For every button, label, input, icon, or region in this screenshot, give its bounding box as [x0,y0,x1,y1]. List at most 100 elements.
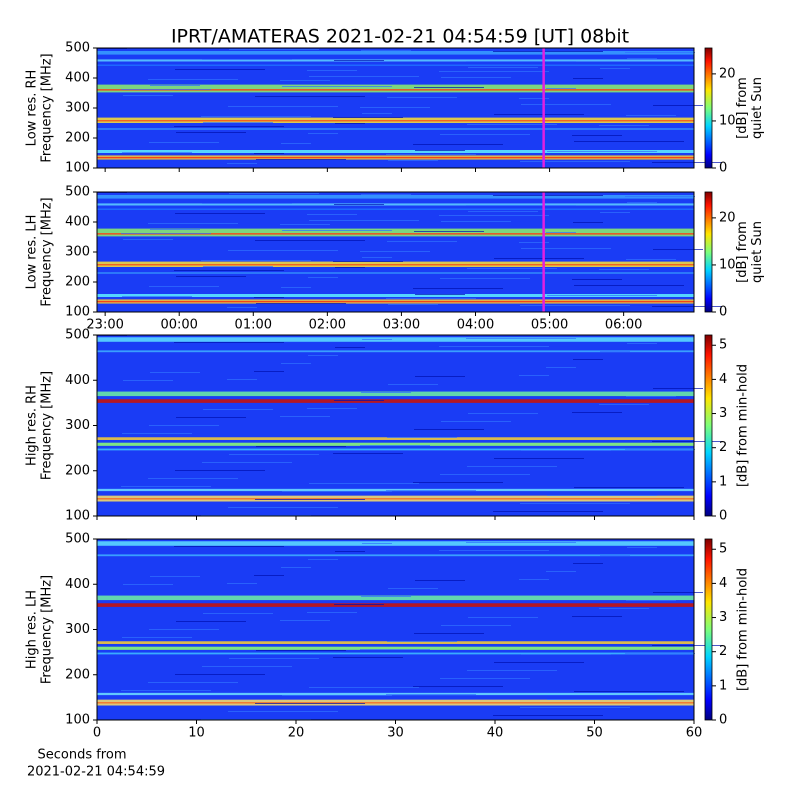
noise-speck [254,575,284,576]
noise-speck [280,224,330,225]
noise-speck [202,666,292,667]
noise-speck [653,388,703,389]
noise-speck [309,483,419,484]
noise-speck [494,662,584,663]
noise-speck [388,588,438,589]
noise-speck [333,657,403,658]
noise-speck [122,296,192,297]
noise-speck [521,104,611,105]
noise-speck [362,339,392,340]
noise-speck [307,70,357,71]
noise-speck [123,584,173,585]
noise-speck [466,61,576,62]
x-tick-label: 10 [188,726,205,741]
noise-speck [360,445,430,446]
y-tick-label: 500 [65,328,90,343]
noise-speck [466,205,576,206]
noise-speck [149,142,219,143]
noise-speck [494,458,584,459]
spectrum-band [97,391,694,397]
spectrum-band [97,337,694,342]
noise-speck [227,379,257,380]
noise-speck [414,231,484,232]
spectrum-band [97,488,694,492]
y-tick-label: 100 [65,509,90,524]
spectrum-band [97,59,694,62]
y-tick-label: 500 [65,41,90,56]
x-tick-label: 40 [487,726,504,741]
noise-speck [547,151,657,152]
spectrum-band [97,301,694,303]
spectrum-band [97,641,694,644]
noise-speck [415,580,465,581]
noise-speck [309,687,419,688]
noise-speck [387,641,457,642]
noise-speck [307,408,357,409]
noise-speck [519,375,549,376]
x-tick-label: 00:00 [160,318,197,333]
colorbar-label: [dB] from min-hold [736,364,751,487]
noise-speck [574,691,684,692]
colorbar-tick-label: 0 [719,713,727,728]
noise-speck [599,125,649,126]
spectrum-band [97,603,694,607]
noise-speck [256,446,346,447]
y-axis-label: High res. LH [25,590,40,669]
x-tick-label: 03:00 [383,318,420,333]
y-tick-label: 100 [65,305,90,320]
noise-speck [414,87,484,88]
noise-speck [467,466,557,467]
x-tick-label: 0 [93,726,101,741]
noise-speck [228,711,338,712]
spectrum-band [97,51,694,55]
noise-speck [520,707,630,708]
noise-speck [256,303,346,304]
noise-speck [333,261,403,262]
colorbar [704,191,713,313]
noise-speck [627,343,657,344]
y-tick-label: 400 [65,577,90,592]
noise-speck [201,116,311,117]
spectrum-band [97,203,694,206]
noise-speck [360,649,430,650]
noise-speck [256,650,346,651]
noise-speck [282,695,392,696]
noise-speck [574,487,684,488]
colorbar-tick-label: 10 [719,257,736,272]
noise-speck [415,294,465,295]
spectrum-band [97,350,694,353]
noise-speck [493,195,603,196]
y-tick-label: 200 [65,667,90,682]
noise-speck [468,67,538,68]
noise-speck [308,559,338,560]
spectrum-band [97,692,694,696]
noise-speck [600,212,630,213]
noise-speck [572,135,622,136]
spectrum-band [97,128,694,130]
noise-speck [227,307,257,308]
noise-speck [386,490,476,491]
noise-speck [227,163,257,164]
noise-speck [519,579,549,580]
noise-speck [627,202,657,203]
noise-speck [123,95,173,96]
noise-speck [653,592,703,593]
colorbar [704,47,713,169]
noise-speck [176,621,246,622]
noise-speck [361,392,411,393]
colorbar-tick-label: 3 [719,406,727,421]
noise-speck [414,429,484,430]
noise-speck [150,85,200,86]
noise-speck [335,123,365,124]
noise-speck [387,241,457,242]
noise-speck [148,682,238,683]
noise-speck [334,604,384,605]
noise-speck [547,699,657,700]
spectrum-band [97,448,694,451]
noise-speck [308,277,338,278]
colorbar-tick-label: 0 [719,161,727,176]
noise-speck [467,124,557,125]
noise-speck [439,215,549,216]
noise-speck [439,346,549,347]
noise-speck [572,279,622,280]
